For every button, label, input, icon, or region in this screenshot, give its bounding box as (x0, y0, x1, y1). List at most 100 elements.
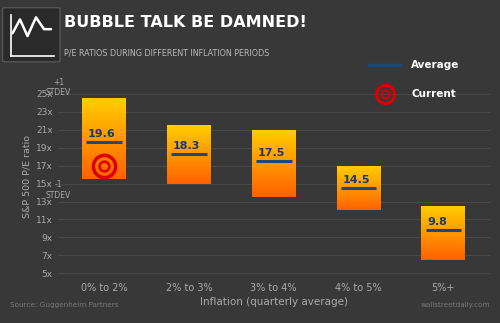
Bar (422, 241, 466, 242)
Bar (167, 138, 211, 139)
Bar (422, 244, 466, 245)
Bar (252, 143, 296, 144)
Bar (336, 188, 380, 189)
Bar (82, 128, 126, 129)
Bar (167, 145, 211, 146)
Bar (167, 139, 211, 140)
Bar (167, 133, 211, 134)
Bar (82, 171, 126, 172)
Bar (336, 199, 380, 200)
Bar (252, 133, 296, 134)
Bar (422, 235, 466, 236)
Bar (167, 168, 211, 169)
Bar (336, 205, 380, 206)
Bar (422, 259, 466, 260)
Bar (167, 162, 211, 163)
Bar (167, 175, 211, 176)
Bar (422, 238, 466, 239)
Bar (167, 146, 211, 147)
Text: -1
STDEV: -1 STDEV (46, 181, 71, 200)
Bar (252, 130, 296, 131)
Bar (252, 150, 296, 151)
Bar (82, 113, 126, 114)
Bar (167, 150, 211, 151)
Bar (167, 142, 211, 143)
Bar (252, 176, 296, 177)
Bar (422, 215, 466, 216)
Bar (252, 139, 296, 140)
Bar (82, 140, 126, 141)
Bar (422, 243, 466, 244)
Bar (167, 156, 211, 157)
Bar (422, 221, 466, 222)
Bar (82, 151, 126, 152)
Bar (252, 170, 296, 171)
Bar (167, 161, 211, 162)
Bar (336, 209, 380, 210)
Bar (336, 166, 380, 167)
Text: Source: Guggenheim Partners: Source: Guggenheim Partners (10, 302, 118, 308)
Bar (82, 132, 126, 133)
Bar (167, 130, 211, 131)
Bar (252, 144, 296, 145)
Bar (167, 136, 211, 137)
Bar (422, 234, 466, 235)
Bar (336, 180, 380, 181)
Bar (167, 132, 211, 133)
Bar (252, 164, 296, 166)
Bar (422, 208, 466, 209)
Bar (167, 172, 211, 173)
Bar (422, 252, 466, 253)
Text: BUBBLE TALK BE DAMNED!: BUBBLE TALK BE DAMNED! (64, 15, 307, 30)
Bar (252, 171, 296, 172)
Bar (252, 167, 296, 168)
Bar (167, 141, 211, 142)
Bar (422, 209, 466, 210)
Bar (252, 182, 296, 183)
Bar (422, 236, 466, 237)
Text: 19.6: 19.6 (88, 129, 116, 139)
Bar (422, 246, 466, 247)
Bar (252, 193, 296, 194)
Bar (82, 170, 126, 171)
Bar (422, 216, 466, 217)
FancyBboxPatch shape (2, 8, 60, 62)
Bar (82, 136, 126, 137)
Text: 17.5: 17.5 (258, 148, 285, 158)
Bar (82, 129, 126, 130)
Bar (336, 181, 380, 182)
Bar (82, 121, 126, 122)
Bar (82, 101, 126, 102)
Text: P/E RATIOS DURING DIFFERENT INFLATION PERIODS: P/E RATIOS DURING DIFFERENT INFLATION PE… (64, 48, 270, 57)
Bar (422, 245, 466, 246)
Bar (82, 119, 126, 120)
Bar (167, 159, 211, 160)
Bar (82, 164, 126, 166)
Bar (422, 230, 466, 231)
Bar (336, 210, 380, 211)
Bar (82, 122, 126, 124)
Bar (167, 157, 211, 158)
Bar (422, 258, 466, 259)
Bar (336, 190, 380, 191)
Bar (422, 214, 466, 215)
Bar (82, 145, 126, 147)
Bar (252, 187, 296, 188)
Bar (252, 180, 296, 181)
Bar (252, 151, 296, 152)
Bar (167, 131, 211, 132)
Bar (167, 179, 211, 180)
Bar (422, 211, 466, 212)
Bar (336, 194, 380, 195)
Bar (252, 159, 296, 160)
Bar (422, 218, 466, 219)
Bar (252, 181, 296, 182)
Bar (422, 251, 466, 252)
Bar (82, 167, 126, 168)
Bar (252, 156, 296, 157)
Bar (82, 114, 126, 116)
Bar (167, 177, 211, 178)
Bar (336, 200, 380, 201)
Bar (82, 120, 126, 121)
Bar (82, 105, 126, 106)
